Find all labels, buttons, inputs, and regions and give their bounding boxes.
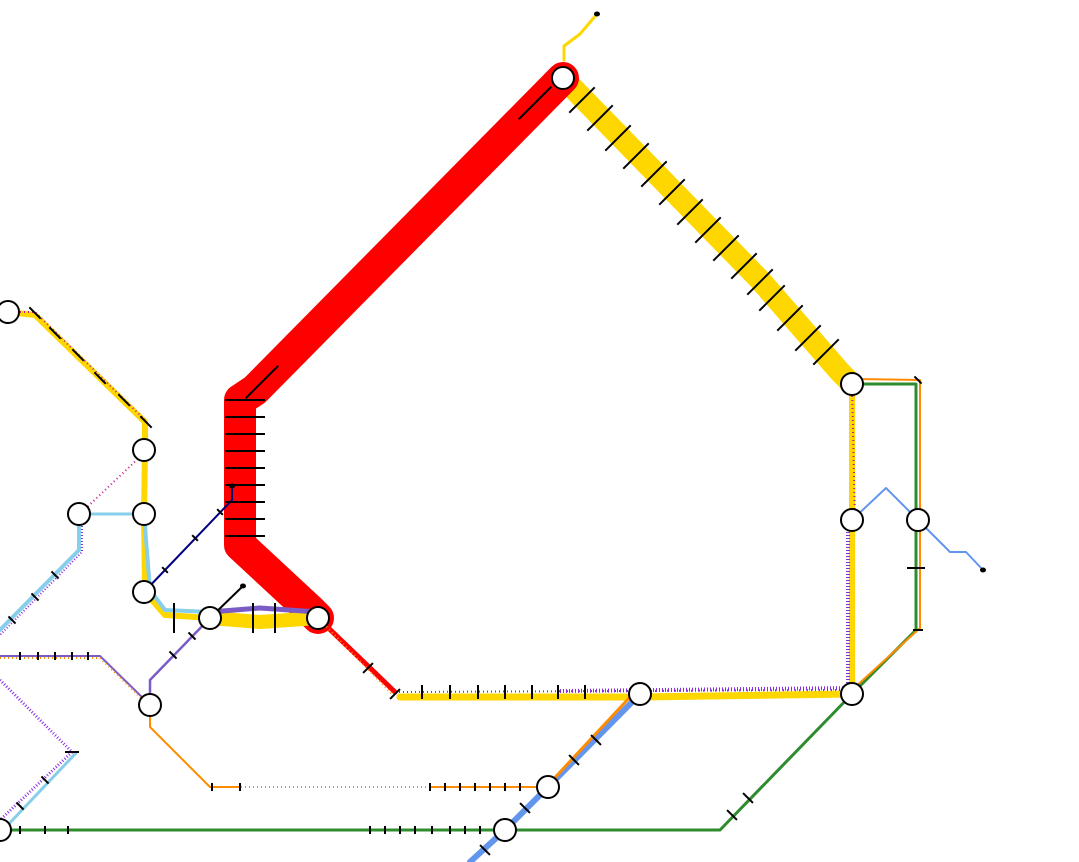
yellow-line-south (396, 690, 856, 701)
station-marker[interactable] (628, 682, 652, 706)
yellow-line-central (203, 611, 325, 629)
orange-dotted-west (0, 657, 149, 706)
purple-dotted-zigzag (0, 678, 74, 822)
station-marker[interactable] (132, 438, 156, 462)
station-tick (794, 324, 822, 352)
purple-dotted-southwest (0, 514, 83, 636)
station-marker[interactable] (306, 606, 330, 630)
station-layer (0, 66, 930, 842)
station-tick (519, 802, 531, 814)
terminus-marker (229, 483, 235, 489)
terminus-marker (594, 11, 600, 17)
orange-line-lower-west (149, 704, 241, 788)
station-tick (245, 365, 279, 399)
light-blue-line-central (142, 512, 212, 614)
station-tick (676, 198, 704, 226)
station-marker[interactable] (0, 300, 20, 324)
station-tick (622, 142, 650, 170)
station-marker[interactable] (67, 502, 91, 526)
station-tick (730, 252, 758, 280)
station-ticks (7, 86, 925, 856)
station-marker[interactable] (536, 775, 560, 799)
purple-line-west (0, 655, 151, 706)
station-tick (30, 592, 40, 602)
station-tick (15, 801, 25, 811)
station-tick (28, 306, 42, 320)
orange-diagonal (546, 695, 632, 787)
station-marker[interactable] (198, 606, 222, 630)
station-tick (746, 268, 774, 296)
light-blue-line-southwest (0, 512, 81, 632)
light-blue-zigzag (3, 751, 78, 830)
purple-line-diagonal (148, 616, 212, 707)
station-tick (590, 734, 602, 746)
red-line-south (315, 615, 398, 695)
station-tick (362, 662, 374, 674)
terminus-marker (980, 567, 986, 573)
route-layer (0, 12, 984, 862)
crimson-dotted-northwest (81, 451, 146, 513)
steel-blue-east-branch (851, 487, 984, 571)
station-tick (48, 326, 62, 340)
terminus-marker (240, 583, 246, 589)
station-tick (139, 415, 153, 429)
station-marker[interactable] (493, 818, 517, 842)
purple-dotted-south (559, 686, 853, 693)
purple-line-central (207, 605, 321, 615)
station-tick (161, 566, 169, 574)
station-tick (50, 570, 60, 580)
station-tick (812, 338, 840, 366)
station-tick (479, 844, 491, 856)
station-marker[interactable] (0, 818, 12, 842)
station-tick (776, 304, 804, 332)
station-tick (93, 371, 107, 385)
station-tick (726, 809, 738, 821)
station-tick (604, 124, 632, 152)
station-tick (117, 393, 131, 407)
station-marker[interactable] (840, 372, 864, 396)
station-tick (71, 348, 85, 362)
station-tick (568, 754, 580, 766)
station-tick (216, 508, 224, 516)
station-tick (191, 534, 199, 542)
station-tick (187, 631, 197, 641)
station-marker[interactable] (551, 66, 575, 90)
station-tick (168, 650, 178, 660)
station-marker[interactable] (138, 693, 162, 717)
crimson-dotted-east (851, 383, 856, 521)
station-tick (913, 375, 923, 385)
station-marker[interactable] (906, 508, 930, 532)
station-tick (518, 86, 552, 120)
station-tick (658, 178, 686, 206)
orange-line-east (851, 378, 921, 691)
station-tick (742, 792, 754, 804)
yellow-spur-top (562, 12, 599, 62)
station-tick (694, 216, 722, 244)
station-tick (586, 104, 614, 132)
navy-spur (143, 485, 233, 593)
station-tick (40, 775, 50, 785)
station-tick (640, 160, 668, 188)
station-tick (758, 284, 786, 312)
station-marker[interactable] (840, 682, 864, 706)
station-tick (7, 615, 17, 625)
terminus-layer (229, 11, 986, 589)
station-marker[interactable] (132, 502, 156, 526)
station-marker[interactable] (132, 580, 156, 604)
station-tick (389, 688, 401, 700)
red-line-main (224, 62, 579, 634)
station-marker[interactable] (840, 508, 864, 532)
station-tick (568, 86, 596, 114)
station-tick (712, 234, 740, 262)
yellow-line-west (5, 309, 213, 621)
